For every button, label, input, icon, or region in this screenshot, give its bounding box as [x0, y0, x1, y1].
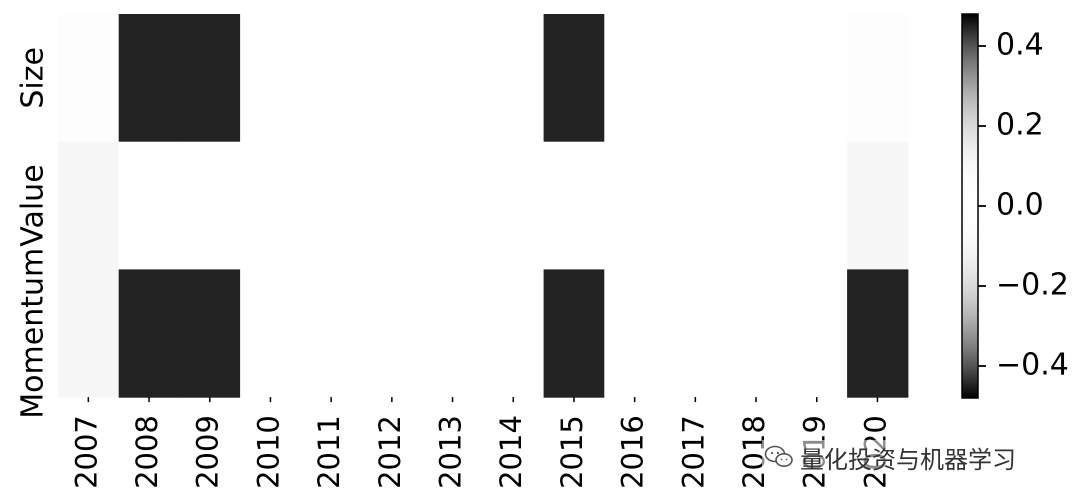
- heatmap-cells: [58, 14, 909, 398]
- heatmap-cell: [300, 269, 363, 398]
- heatmap-cell: [118, 141, 180, 270]
- heatmap-cell: [847, 141, 909, 270]
- heatmap-cell: [240, 141, 302, 270]
- x-tick-label: 2009: [191, 415, 225, 489]
- heatmap-cell: [58, 141, 120, 270]
- colorbar-tick-label: 0.4: [996, 28, 1044, 63]
- heatmap-cell: [725, 14, 787, 143]
- heatmap-cell: [847, 14, 909, 143]
- heatmap-cell: [786, 141, 848, 270]
- colorbar-tick-label: 0.2: [996, 108, 1044, 143]
- colorbar-tick-label: 0.0: [996, 188, 1044, 223]
- heatmap-cell: [604, 141, 666, 270]
- heatmap-cell: [118, 14, 180, 143]
- heatmap-cell: [361, 269, 423, 398]
- heatmap-cell: [179, 14, 241, 143]
- colorbar: 0.4 0.2 0.0 −0.2 −0.4: [961, 13, 1069, 399]
- heatmap-cell: [665, 14, 727, 143]
- heatmap-cell: [847, 269, 909, 398]
- heatmap-cell: [725, 269, 787, 398]
- heatmap-cell: [240, 269, 302, 398]
- x-tick-label: 2012: [373, 415, 407, 489]
- x-tick-label: 2017: [676, 415, 710, 489]
- heatmap-cell: [179, 141, 241, 270]
- y-tick-label: Value: [16, 164, 51, 246]
- heatmap-cell: [786, 269, 848, 398]
- heatmap-cell: [361, 141, 423, 270]
- heatmap-cell: [361, 14, 423, 143]
- heatmap-cell: [482, 14, 545, 143]
- heatmap-cell: [118, 269, 180, 398]
- colorbar-tick-label: −0.4: [996, 348, 1069, 383]
- heatmap-cell: [786, 14, 848, 143]
- heatmap-cell: [300, 14, 363, 143]
- heatmap-cell: [543, 141, 605, 270]
- heatmap-cell: [665, 141, 727, 270]
- colorbar-tick-label: −0.2: [996, 268, 1069, 303]
- watermark-text: 量化投资与机器学习: [800, 445, 1016, 474]
- heatmap-cell: [604, 269, 666, 398]
- x-tick-label: 2011: [312, 415, 346, 489]
- heatmap-cell: [665, 269, 727, 398]
- heatmap-cell: [58, 269, 120, 398]
- heatmap-cell: [543, 269, 605, 398]
- x-tick-label: 2010: [251, 415, 285, 489]
- y-tick-label: Momentum: [16, 248, 51, 419]
- x-tick-label: 2015: [555, 415, 589, 489]
- heatmap-cell: [482, 269, 545, 398]
- wechat-icon: [764, 445, 793, 467]
- x-tick-label: 2007: [69, 415, 103, 489]
- colorbar-bar: [961, 13, 979, 399]
- heatmap-cell: [604, 14, 666, 143]
- x-tick-label: 2008: [130, 415, 164, 489]
- x-tick-label: 2016: [616, 415, 650, 489]
- heatmap-cell: [482, 141, 545, 270]
- heatmap-cell: [422, 269, 484, 398]
- x-tick-label: 2014: [494, 415, 528, 489]
- x-tick-label: 2013: [434, 415, 468, 489]
- y-tick-label: Size: [16, 47, 51, 109]
- heatmap-cell: [300, 141, 363, 270]
- heatmap-cell: [543, 14, 605, 143]
- heatmap-cell: [725, 141, 787, 270]
- heatmap-cell: [422, 14, 484, 143]
- heatmap-cell: [422, 141, 484, 270]
- watermark: 量化投资与机器学习: [762, 440, 1018, 474]
- heatmap-cell: [179, 269, 241, 398]
- heatmap-cell: [240, 14, 302, 143]
- heatmap-cell: [58, 14, 120, 143]
